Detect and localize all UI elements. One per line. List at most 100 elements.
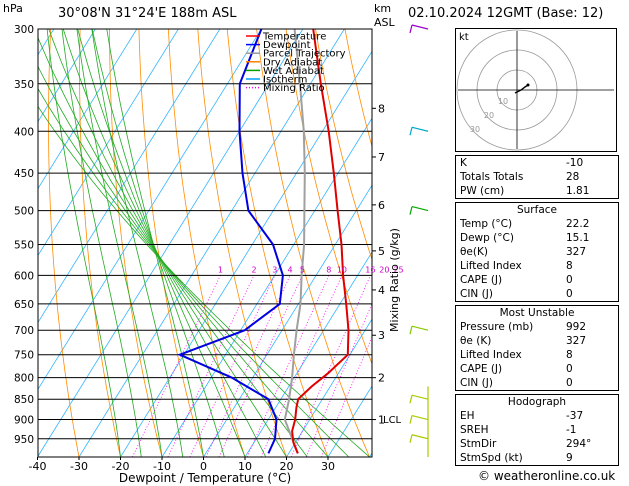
km-tick-label: 6 [378,199,385,212]
km-tick-label: 4 [378,284,385,297]
x-tick-label: -30 [70,460,88,473]
wet-adiabat-line [91,29,184,457]
mixing-ratio-line [305,302,372,457]
index-row-k: K -10 [460,157,584,169]
legend-label: Dry Adiabat [263,57,322,68]
legend-label: Mixing Ratio [263,83,325,94]
pressure-tick-label: 800 [14,373,34,385]
most-unstable-title: Most Unstable [499,307,575,319]
wind-barb-flag [409,127,413,136]
pressure-tick-label: 300 [14,24,34,36]
pressure-tick-label: 350 [14,79,34,91]
dewpoint-line [177,29,284,454]
most-unstable-table: Most Unstable Pressure (mb) 992 θe (K) 327… [455,305,619,391]
plot-frame [37,28,373,458]
wind-barbs [409,24,429,457]
pressure-tick-label: 600 [14,270,34,282]
x-tick-label: 20 [280,460,294,473]
mixing-ratio-label: 25 [393,265,403,274]
surface-table: Surface Temp (°C) 22.2 Dewp (°C) 15.1 θe(K… [455,202,619,302]
hodograph-trace [514,84,529,94]
x-axis-label: Dewpoint / Temperature (°C) [119,471,291,485]
datetime-label: 02.10.2024 12GMT (Base: 12) [408,6,604,21]
pressure-tick-label: 550 [14,239,34,251]
isotherm-line [38,29,179,257]
km-label: km [374,2,392,15]
km-tick-label: 5 [378,245,385,258]
hodograph-storm-point [526,83,530,87]
isotherm-line [78,29,345,457]
wind-barb-flag [409,326,413,335]
pressure-tick-label: 500 [14,206,34,218]
wind-barb [411,206,429,212]
wet-adiabat-line [46,29,121,457]
isotherm-line [120,50,372,457]
pressure-tick-label: 450 [14,168,34,180]
wind-barb [411,126,429,132]
wet-adiabat-line [48,29,287,457]
wet-adiabat-line [91,29,225,457]
isotherm-line [38,29,262,391]
mixing-ratio-label: 4 [288,265,293,274]
wet-adiabat-line [62,29,267,457]
lcl-label: LCL [383,415,402,426]
pressure-tick-label: 400 [14,126,34,138]
surface-row: Temp (°C) 22.2 [460,218,590,230]
indices-table: K -10 Totals Totals 28 PW (cm) 1.81 [455,155,619,199]
isotherm-line [38,29,96,123]
mixing-ratio-label: 20 [379,265,389,274]
surface-row: θe(K) 327 [460,246,587,258]
wind-barb [411,414,429,421]
x-tick-label: -10 [153,460,171,473]
pressure-tick-label: 650 [14,299,34,311]
pressure-tick-label: 850 [14,394,34,406]
wet-adiabat-line [61,29,142,457]
isotherm-line [0,29,12,457]
surface-title: Surface [516,204,557,216]
wind-barb [411,24,429,30]
km-tick-label: 1 [378,414,385,427]
mixing-ratio-line [320,336,372,457]
km-tick-label: 3 [378,329,385,342]
legend-label: Temperature [262,32,326,43]
mixing-ratio-axis-label: Mixing Ratio (g/kg) [388,228,401,332]
x-tick-label: 0 [200,460,207,473]
copyright: © weatheronline.co.uk [478,469,616,483]
mixing-ratio-label: 3 [272,265,277,274]
legend-label: Wet Adiabat [263,66,324,77]
surface-row: Dewp (°C) 15.1 [460,232,590,244]
dry-adiabat-line [315,29,372,261]
temperature-line [291,29,350,454]
most-unstable-row: CAPE (J) 0 [460,363,573,375]
isotherm-line [203,184,372,457]
mixing-ratio-line [167,275,255,457]
mixing-ratio-label: 2 [251,265,256,274]
asl-label: ASL [374,16,395,29]
hodograph-ring-label: 10 [498,97,508,106]
wind-barb-flag [409,24,413,34]
wet-adiabat-line [106,29,204,457]
mixing-ratio-line [132,275,221,457]
surface-row: Lifted Index 8 [460,260,573,272]
wind-barb [411,394,429,400]
mixing-ratio-label: 10 [337,265,347,274]
surface-row: CAPE (J) 0 [460,274,573,286]
wind-barb-flag [409,415,413,424]
most-unstable-row: CIN (J) 0 [460,377,573,389]
hodograph-row: StmDir 294° [460,438,592,450]
parcel-trajectory-line [283,29,306,454]
mixing-ratio-label: 1 [218,265,223,274]
mixing-ratio-label: 5 [300,265,305,274]
hodograph-row: EH -37 [460,410,584,422]
km-tick-label: 2 [378,372,385,385]
surface-row: CIN (J) 0 [460,288,573,300]
hpa-label: hPa [3,2,23,15]
most-unstable-row: Lifted Index 8 [460,349,573,361]
hodograph-table: Hodograph EH -37 SREH -1 StmDir 294° StmSpd… [455,394,619,466]
wind-barb-flag [409,206,413,215]
legend-label: Dewpoint [263,40,311,51]
km-tick-label: 7 [378,151,385,164]
x-tick-label: 30 [321,460,335,473]
index-row-totals: Totals Totals 28 [460,171,580,183]
